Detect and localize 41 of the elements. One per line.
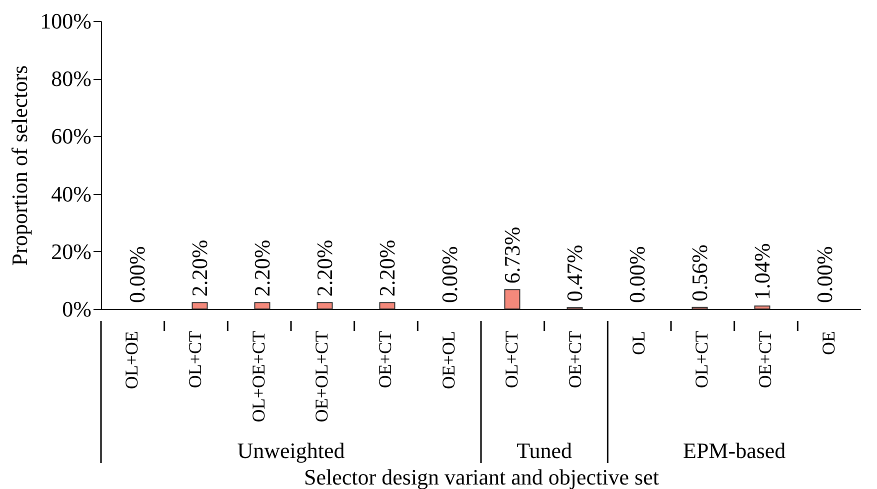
x-tick-label: OL+CT [502, 331, 522, 388]
data-label: 0.00% [124, 246, 150, 303]
x-tick-label: OE+CT [565, 331, 585, 388]
y-tick-label: 40% [51, 181, 92, 206]
x-tick-label: OL+OE+CT [248, 331, 268, 422]
data-label: 0.00% [436, 246, 462, 303]
data-label: 2.20% [249, 240, 274, 297]
data-label: 0.00% [812, 246, 837, 303]
data-label: 6.73% [499, 226, 524, 284]
data-label: 2.20% [374, 240, 400, 297]
y-tick-label: 100% [40, 8, 92, 34]
data-label: 1.04% [749, 243, 774, 300]
y-tick-label: 0% [62, 296, 92, 322]
y-tick-label: 20% [51, 238, 92, 264]
x-axis-title: Selector design variant and objective set [304, 464, 659, 489]
bar [504, 289, 520, 310]
data-label: 0.56% [686, 244, 712, 302]
x-tick-label: OE+CT [375, 331, 395, 388]
x-tick-label: OL+CT [185, 331, 205, 388]
x-tick-label: OL [628, 331, 648, 355]
data-label: 2.20% [186, 240, 212, 297]
x-tick-label: OE+OL [438, 331, 458, 390]
data-label: 0.47% [562, 244, 587, 302]
bar [754, 306, 770, 310]
x-tick-label: OE+CT [755, 331, 775, 388]
x-tick-label: OE+OL+CT [312, 331, 332, 422]
text: Tuned [516, 438, 572, 463]
data-label: 0.00% [624, 246, 650, 303]
bar [316, 302, 333, 310]
text: EPM-based [683, 438, 786, 463]
y-tick-label: 60% [51, 124, 92, 149]
x-tick-label: OE [818, 331, 838, 355]
x-tick-label: OL+CT [692, 331, 712, 388]
x-tick-label: OL+OE [122, 330, 142, 390]
bar [192, 302, 208, 310]
text: Unweighted [237, 438, 345, 463]
bar [254, 302, 270, 310]
y-tick-label: 80% [51, 66, 92, 92]
y-axis-title: Proportion of selectors [7, 65, 32, 266]
bar [379, 302, 396, 310]
data-label: 2.20% [312, 240, 337, 297]
